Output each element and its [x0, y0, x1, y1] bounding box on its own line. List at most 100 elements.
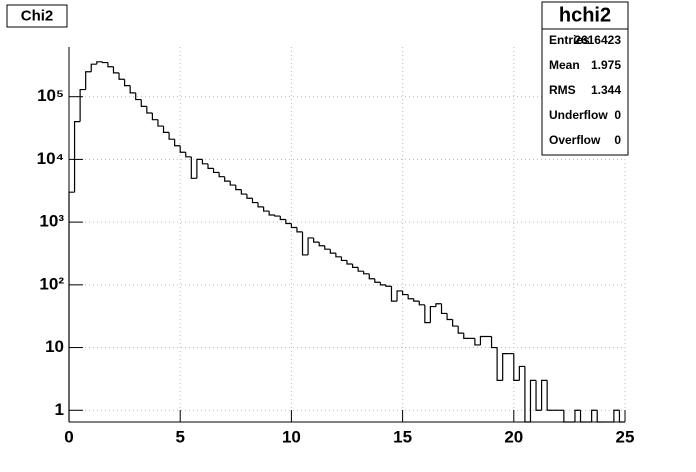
histogram-bin	[279, 216, 286, 221]
histogram-bin	[157, 119, 164, 127]
x-tick-label: 10	[282, 427, 301, 446]
histogram-bin	[274, 214, 281, 217]
histogram-bin	[385, 284, 392, 287]
histogram-bin	[179, 145, 186, 153]
histogram-bin	[618, 410, 625, 423]
histogram-bin	[496, 347, 503, 381]
histogram-bin	[246, 194, 253, 199]
x-tick-label: 5	[175, 427, 184, 446]
histogram-bin	[424, 304, 431, 324]
histogram-bin	[73, 121, 81, 193]
x-tick-label: 15	[393, 427, 412, 446]
histogram-bin	[162, 126, 170, 133]
histogram-bin	[335, 253, 342, 258]
histogram-bin	[407, 294, 414, 300]
histogram-bin	[112, 66, 120, 74]
histogram-bin	[413, 298, 420, 302]
histogram-bin	[518, 365, 525, 381]
histogram-bin	[85, 71, 92, 90]
histogram-bin	[390, 286, 398, 302]
histogram-bin	[351, 263, 359, 268]
histogram-bin	[579, 410, 587, 423]
histogram-bin	[212, 168, 220, 174]
histogram-bin	[207, 163, 214, 169]
y-tick-label: 1	[55, 400, 64, 419]
x-tick-label: 0	[64, 427, 73, 446]
histogram-bin	[140, 99, 147, 108]
y-tick-label: 10⁴	[37, 149, 64, 168]
histogram-bin	[107, 62, 114, 68]
histogram-bin	[435, 303, 442, 307]
histogram-bin	[218, 172, 225, 178]
histogram-bin	[318, 242, 325, 247]
y-tick-label: 10	[45, 337, 64, 356]
histogram-bin	[440, 303, 448, 315]
histogram-bin	[263, 206, 270, 212]
histogram-bin	[185, 152, 192, 158]
histogram-bin	[363, 271, 370, 275]
histogram-bin	[101, 61, 108, 64]
histogram-bin	[563, 410, 570, 423]
histogram-bin	[402, 290, 409, 296]
histogram-bin	[418, 301, 425, 306]
histogram-bin	[290, 223, 297, 229]
histogram-bin	[201, 159, 208, 165]
histogram-bin	[396, 290, 403, 302]
x-tick-label: 25	[616, 427, 635, 446]
stats-value: 0	[614, 133, 621, 147]
histogram-bin	[196, 158, 203, 179]
stats-value: 0	[614, 108, 621, 122]
histogram-bin	[251, 198, 259, 204]
histogram-bin	[340, 256, 347, 262]
histogram-bin	[613, 409, 620, 422]
histogram-bin	[151, 112, 158, 121]
histogram-bin	[502, 353, 509, 381]
histogram-bin	[146, 106, 153, 114]
histogram-bin	[474, 338, 481, 346]
histogram-bin	[574, 409, 581, 422]
histogram-bin	[135, 92, 142, 101]
histogram-bin	[596, 410, 603, 423]
stats-label: Entries	[549, 33, 590, 47]
histogram-bin	[524, 366, 531, 423]
histogram-bin	[324, 245, 331, 250]
stats-label: RMS	[549, 83, 576, 97]
histogram-bin	[368, 273, 375, 280]
histogram-bin	[446, 313, 453, 321]
histogram-bin	[490, 336, 498, 349]
histogram-bin	[174, 139, 181, 147]
histogram-bin	[168, 132, 175, 140]
histogram-bin	[268, 211, 275, 216]
histogram-bin	[229, 181, 236, 186]
histogram-bin	[452, 319, 459, 327]
histogram-bin	[541, 379, 548, 411]
histogram-bin	[535, 380, 542, 411]
histogram-bin	[479, 335, 486, 345]
histogram-bin	[224, 176, 231, 182]
stats-label: Overflow	[549, 133, 601, 147]
stats-box	[541, 1, 629, 156]
histogram-bin	[357, 267, 364, 272]
y-tick-label: 10²	[39, 274, 64, 293]
y-tick-label: 10³	[39, 212, 64, 231]
histogram-bin	[285, 219, 292, 225]
histogram-bin	[529, 379, 537, 422]
histogram-bin	[591, 409, 598, 422]
chart-title: Chi2	[21, 7, 54, 24]
histogram-bin	[190, 156, 197, 179]
histogram-bin	[457, 326, 464, 334]
histogram-bin	[429, 305, 436, 323]
histogram-bin	[79, 88, 86, 122]
histogram-bin	[240, 189, 247, 195]
histogram-bin	[296, 227, 303, 233]
histogram-bin	[90, 63, 97, 72]
histogram-bin	[546, 380, 553, 411]
histogram-bin	[374, 278, 381, 283]
histogram-bin	[329, 249, 336, 254]
histogram-bin	[235, 185, 242, 191]
stats-label: Underflow	[549, 108, 608, 122]
stats-value: 1.344	[591, 83, 621, 97]
stats-value: 1.975	[591, 58, 621, 72]
stats-label: Mean	[549, 58, 580, 72]
